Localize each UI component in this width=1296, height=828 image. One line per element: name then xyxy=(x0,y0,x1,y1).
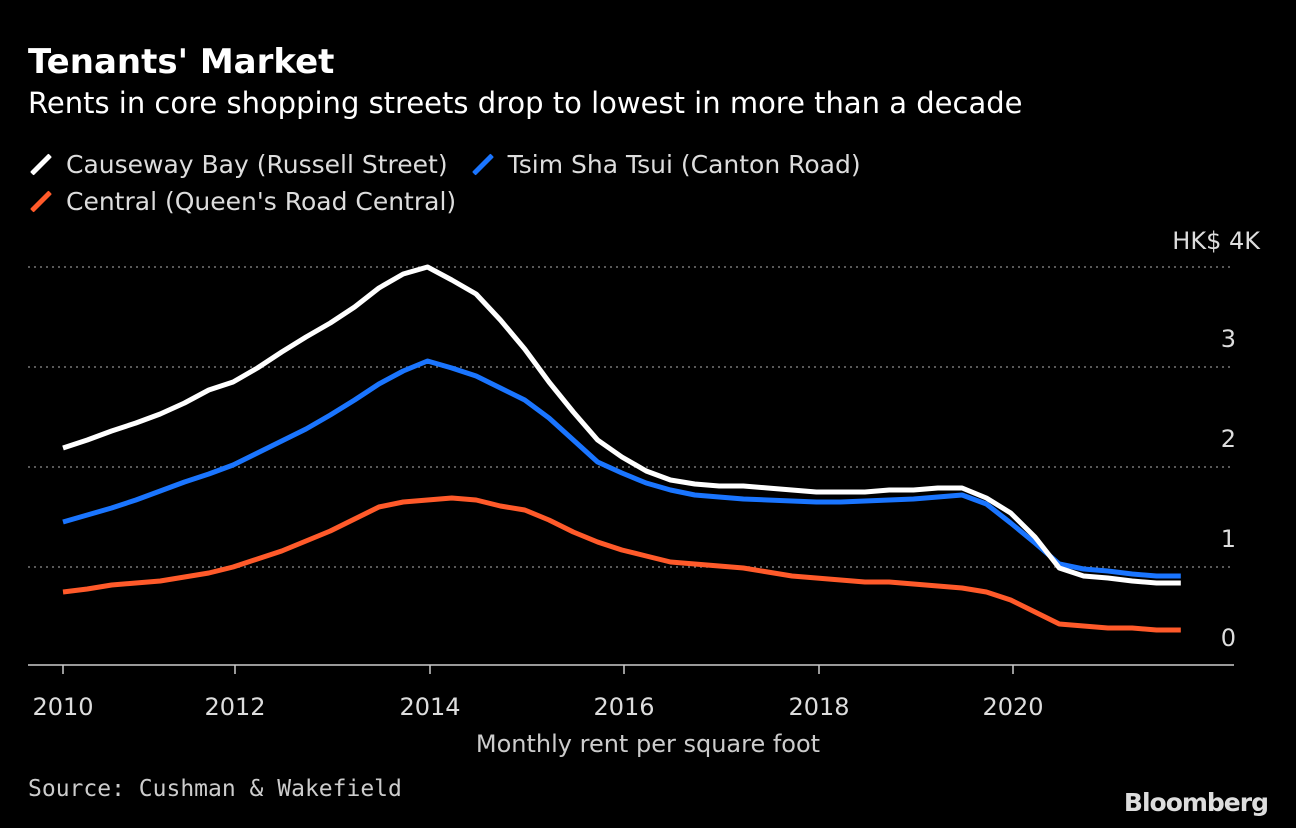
chart-title: Tenants' Market xyxy=(28,42,335,82)
x-tick-label: 2012 xyxy=(204,693,265,721)
chart-subtitle: Rents in core shopping streets drop to l… xyxy=(28,86,1023,120)
legend-label: Causeway Bay (Russell Street) xyxy=(66,150,448,179)
legend-row-1: Causeway Bay (Russell Street) Tsim Sha T… xyxy=(28,150,861,179)
legend-row-2: Central (Queen's Road Central) xyxy=(28,187,456,216)
y-unit-label: HK$ 4K xyxy=(1172,227,1260,255)
series-line-causeway-bay-russell-street- xyxy=(62,264,1181,586)
legend-label: Tsim Sha Tsui (Canton Road) xyxy=(507,150,861,179)
x-axis-label: Monthly rent per square foot xyxy=(475,730,821,758)
x-tick-label: 2016 xyxy=(593,693,654,721)
x-tick-label: 2018 xyxy=(788,693,849,721)
bloomberg-logo: Bloomberg xyxy=(1123,788,1269,817)
legend-item-tsim-sha-tsui: Tsim Sha Tsui (Canton Road) xyxy=(470,150,861,179)
x-tick-label: 2014 xyxy=(399,693,460,721)
x-tick-label: 2020 xyxy=(982,693,1043,721)
y-tick-label: 1 xyxy=(1221,525,1236,553)
source-note: Source: Cushman & Wakefield xyxy=(28,776,402,802)
y-tick-label: 3 xyxy=(1221,325,1236,353)
legend-label: Central (Queen's Road Central) xyxy=(66,187,457,216)
legend-item-central: Central (Queen's Road Central) xyxy=(28,187,456,216)
series-line-central-queen-s-road-central- xyxy=(62,495,1181,633)
y-tick-label: 0 xyxy=(1221,624,1236,652)
series-line-tsim-sha-tsui-canton-road- xyxy=(62,358,1181,579)
y-tick-label: 2 xyxy=(1221,425,1236,453)
legend-item-causeway-bay: Causeway Bay (Russell Street) xyxy=(28,150,448,179)
x-tick-label: 2010 xyxy=(32,693,93,721)
